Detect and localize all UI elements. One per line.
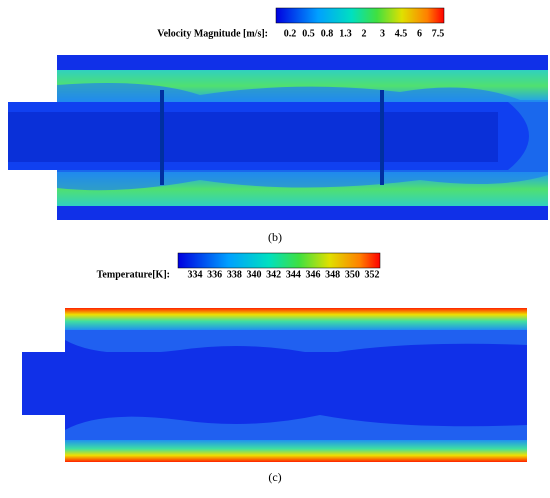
colorbar-tick-label: 2: [362, 28, 367, 39]
colorbar-tick-label: 344: [286, 269, 301, 280]
colorbar-tick-label: 0.8: [321, 28, 334, 39]
colorbar-ticks: 0.2 0.5 0.8 1.3 2 3 4.5 6 7.5: [284, 28, 445, 39]
colorbar-tick-label: 342: [266, 269, 281, 280]
velocity-contour: [8, 55, 548, 220]
colorbar-tick-label: 334: [188, 269, 203, 280]
colorbar-tick-label: 1.3: [339, 28, 352, 39]
colorbar-tick-label: 340: [247, 269, 262, 280]
colorbar-tick-label: 348: [325, 269, 340, 280]
colorbar-tick-label: 346: [306, 269, 321, 280]
colorbar-tick-label: 4.5: [395, 28, 408, 39]
colorbar-tick-label: 6: [417, 28, 422, 39]
colorbar-tick-label: 7.5: [432, 28, 445, 39]
colorbar-tick-label: 352: [365, 269, 380, 280]
colorbar-tick-label: 338: [227, 269, 242, 280]
colorbar-tick-label: 0.2: [284, 28, 297, 39]
colorbar-label: Velocity Magnitude [m/s]:: [157, 28, 268, 39]
colorbar-tick-label: 3: [380, 28, 385, 39]
colorbar: [177, 252, 381, 269]
colorbar: [275, 7, 445, 24]
colorbar-tick-label: 0.5: [302, 28, 315, 39]
temperature-contour: [22, 308, 527, 462]
caption: (b): [268, 230, 282, 244]
colorbar-ticks: 334 336 338 340 342 344 346 348 350 352: [188, 269, 380, 280]
colorbar-label: Temperature[K]:: [97, 269, 170, 280]
colorbar-tick-label: 336: [207, 269, 222, 280]
colorbar-tick-label: 350: [345, 269, 360, 280]
caption: (c): [268, 470, 281, 484]
